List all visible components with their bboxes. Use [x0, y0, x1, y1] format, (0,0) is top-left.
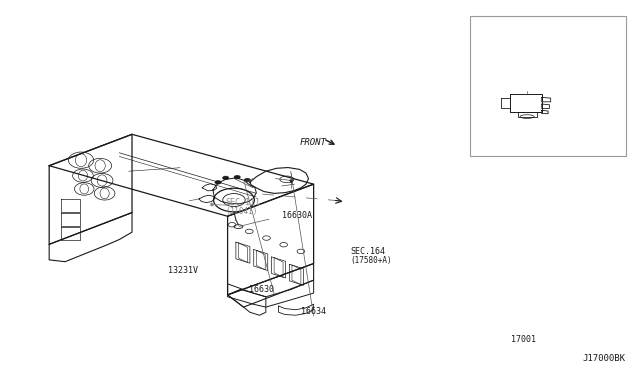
Text: 16630A: 16630A	[282, 211, 312, 220]
Text: 13231V: 13231V	[168, 266, 198, 275]
Bar	[470, 16, 626, 157]
Circle shape	[223, 176, 229, 180]
Text: SEC.164: SEC.164	[351, 247, 385, 256]
Text: 16630: 16630	[248, 285, 274, 294]
Text: FRONT: FRONT	[300, 138, 326, 147]
Circle shape	[244, 178, 250, 182]
Text: J17000BK: J17000BK	[583, 354, 626, 363]
Circle shape	[234, 175, 241, 179]
Circle shape	[215, 180, 221, 184]
Text: 17001: 17001	[511, 335, 536, 344]
Text: (17580+A): (17580+A)	[351, 256, 392, 266]
Text: 16634: 16634	[301, 307, 326, 316]
Text: SEC.111: SEC.111	[226, 199, 260, 208]
Text: (J1041): (J1041)	[226, 206, 258, 216]
